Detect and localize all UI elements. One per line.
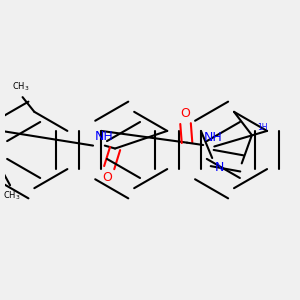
Text: 1H: 1H [257, 123, 268, 132]
Text: NH: NH [94, 130, 113, 143]
Text: N: N [215, 161, 224, 174]
Text: CH$_3$: CH$_3$ [3, 190, 20, 202]
Text: O: O [181, 107, 190, 120]
Text: O: O [102, 171, 112, 184]
Text: NH: NH [204, 130, 223, 143]
Text: CH$_3$: CH$_3$ [12, 80, 30, 93]
